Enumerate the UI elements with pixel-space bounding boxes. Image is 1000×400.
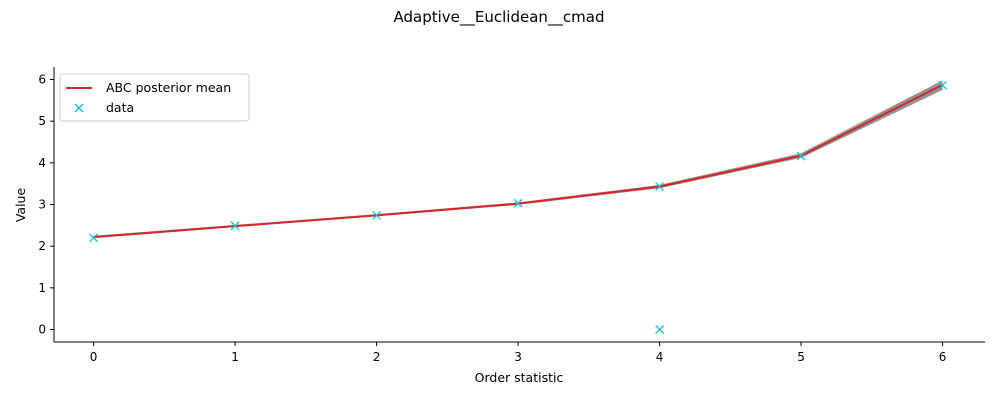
x-tick-label: 6	[939, 350, 947, 364]
axes: 0 1 2 3 4 5 6 0 1 2 3 4 5 6	[38, 67, 985, 364]
x-tick-label: 5	[797, 350, 805, 364]
data-point	[230, 221, 240, 231]
x-tick-label: 1	[231, 350, 239, 364]
legend-mean-label: ABC posterior mean	[106, 80, 231, 95]
y-tick-label: 3	[38, 198, 46, 212]
y-tick-label: 6	[38, 73, 46, 87]
legend: ABC posterior mean data	[59, 73, 250, 122]
y-ticks: 0 1 2 3 4 5 6	[38, 73, 54, 337]
x-axis-label: Order statistic	[475, 370, 564, 385]
x-tick-label: 2	[373, 350, 381, 364]
legend-data-label: data	[106, 100, 134, 115]
legend-frame	[59, 73, 250, 122]
data-point	[655, 325, 665, 334]
x-tick-label: 3	[514, 350, 522, 364]
y-tick-label: 1	[38, 281, 46, 295]
chart-title: Adaptive__Euclidean__cmad	[394, 8, 605, 27]
x-tick-label: 4	[656, 350, 664, 364]
x-tick-label: 0	[90, 350, 98, 364]
data-point	[796, 151, 806, 161]
y-axis-label: Value	[13, 188, 28, 223]
plot-area	[89, 80, 948, 334]
data-point	[89, 233, 99, 243]
y-tick-label: 0	[38, 323, 46, 337]
y-tick-label: 4	[38, 156, 46, 170]
x-ticks: 0 1 2 3 4 5 6	[90, 342, 947, 364]
y-tick-label: 5	[38, 114, 46, 128]
data-point	[655, 182, 665, 192]
data-point	[372, 210, 382, 220]
y-tick-label: 2	[38, 239, 46, 253]
data-points	[89, 80, 948, 334]
data-point	[938, 80, 948, 90]
legend-data-swatch	[74, 103, 84, 113]
data-point	[513, 198, 523, 208]
